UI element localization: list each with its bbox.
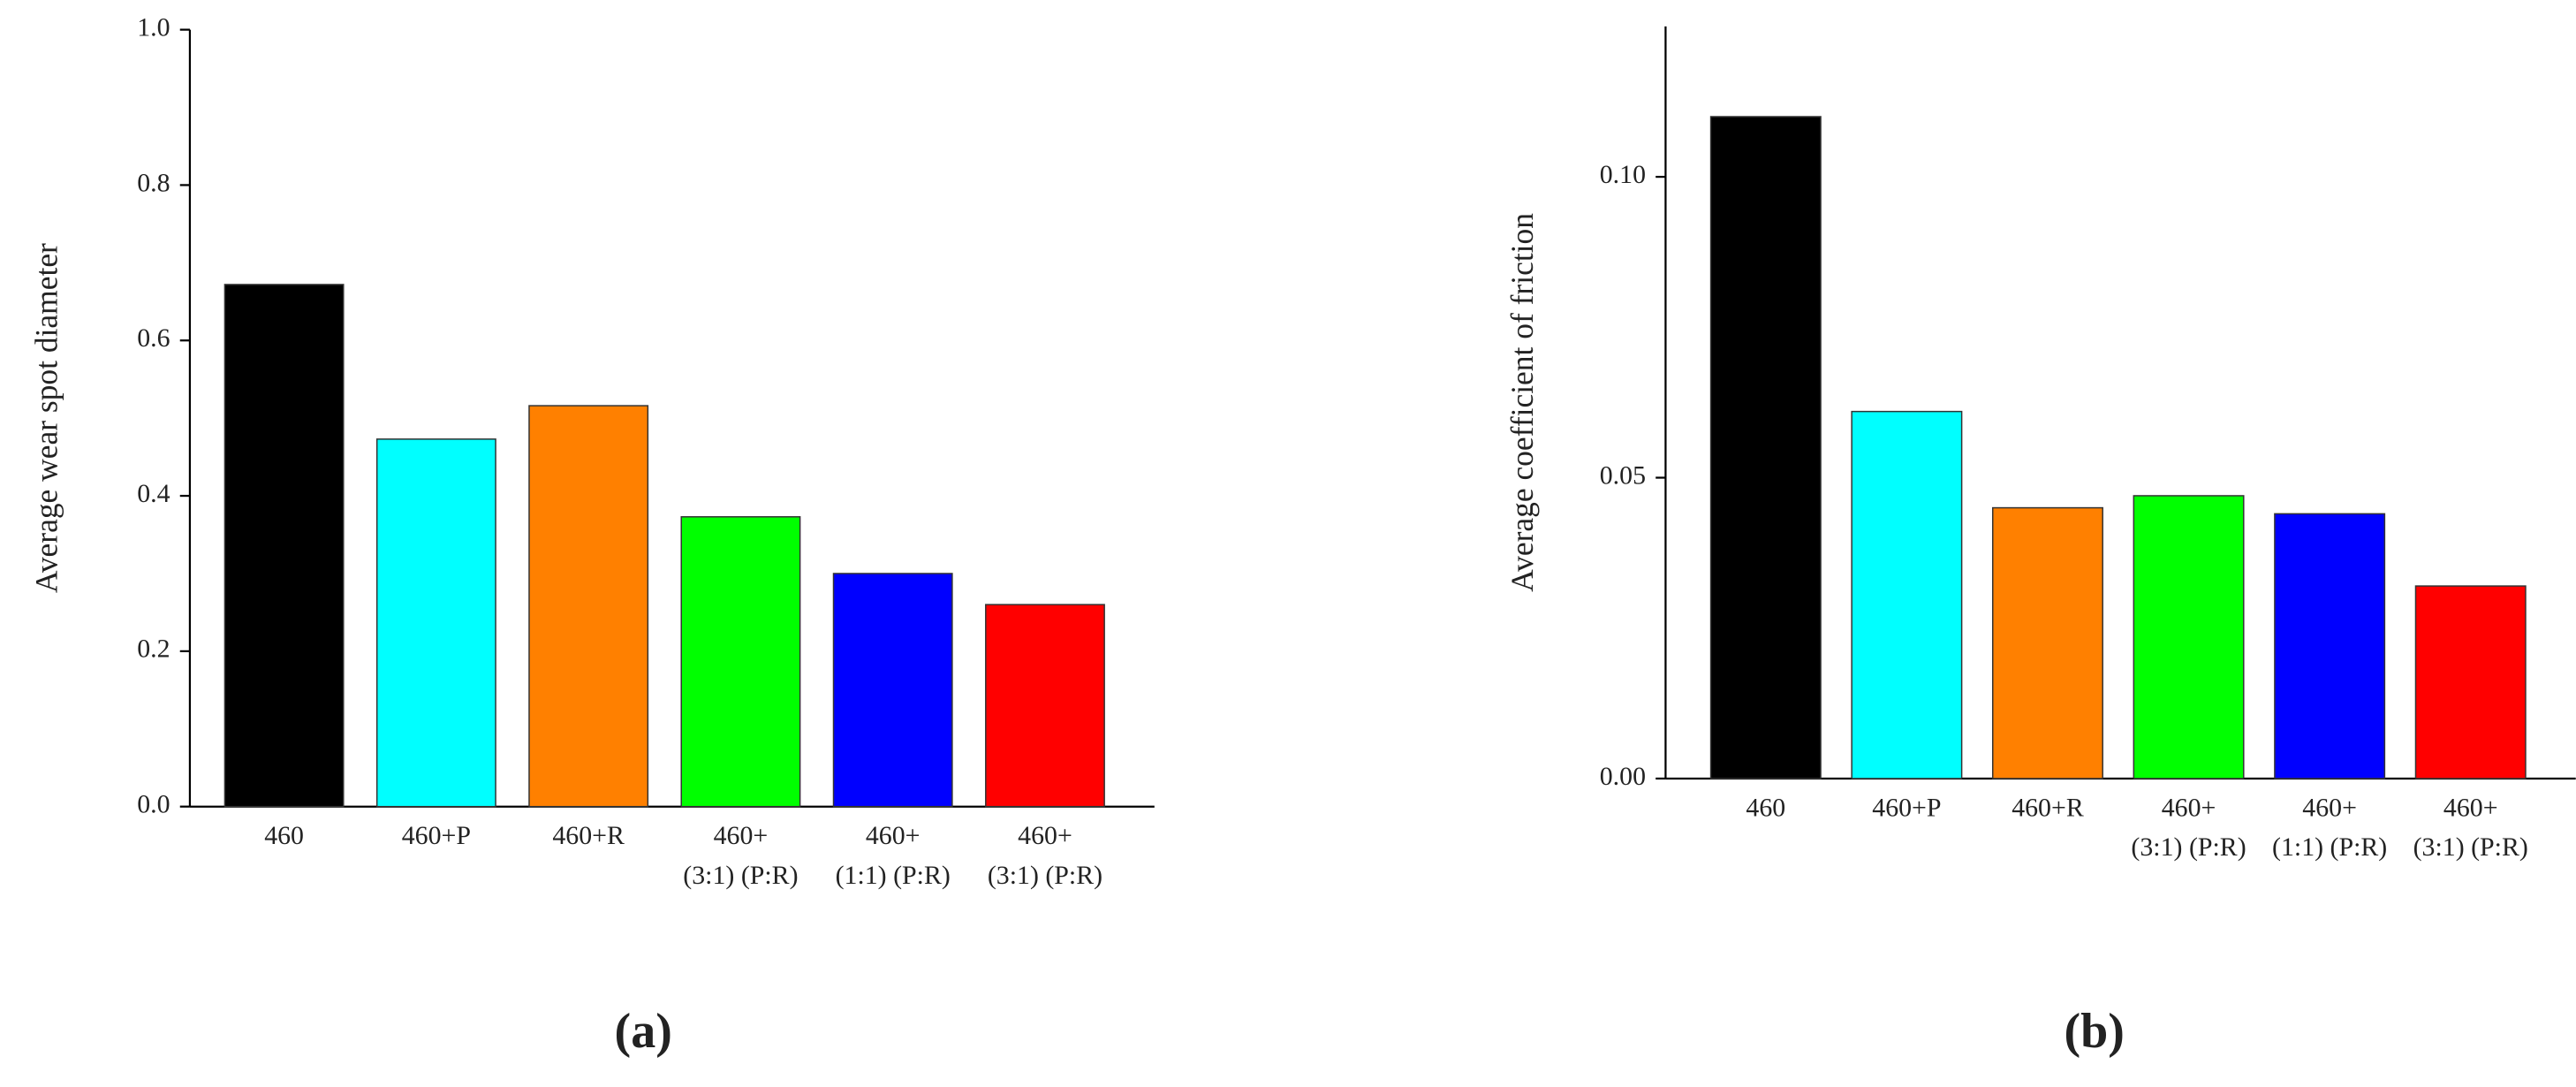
y-tick-label: 0.0 (137, 790, 170, 819)
y-tick-label: 0.6 (137, 323, 170, 353)
bar (2414, 585, 2527, 779)
y-tick-label: 0.4 (137, 479, 170, 508)
bar (528, 405, 649, 808)
bar (680, 516, 801, 808)
bar (224, 284, 345, 808)
bar (832, 573, 953, 808)
x-tick-label: 460+ (2302, 793, 2357, 822)
y-axis-label: Average coefficient of friction (1504, 213, 1540, 592)
x-tick-label: 460 (1746, 793, 1785, 822)
y-axis-label: Average wear spot diameter (28, 243, 64, 593)
y-tick-label: 0.10 (1600, 160, 1646, 189)
y-tick-label: 0.2 (137, 635, 170, 664)
x-tick-sublabel: (3:1) (P:R) (2131, 832, 2246, 862)
bar (1709, 116, 1822, 779)
x-tick-label: 460+ (2162, 793, 2216, 822)
panel-label: (a) (615, 1004, 672, 1059)
bar (1851, 410, 1963, 779)
x-tick-label: 460+ (866, 821, 921, 850)
panel-label: (b) (2064, 1004, 2124, 1059)
x-tick-label: 460+ (2443, 793, 2498, 822)
x-tick-sublabel: (3:1) (P:R) (988, 861, 1102, 890)
y-tick-label: 0.05 (1600, 460, 1646, 490)
x-tick-sublabel: (1:1) (P:R) (836, 861, 951, 890)
x-tick-label: 460 (264, 821, 304, 850)
x-tick-label: 460+P (402, 821, 471, 850)
x-tick-sublabel: (1:1) (P:R) (2272, 832, 2387, 862)
bar (2133, 495, 2245, 779)
x-tick-label: 460+R (552, 821, 625, 850)
bar (1991, 506, 2103, 779)
bar (375, 438, 496, 808)
x-tick-label: 460+ (714, 821, 769, 850)
x-tick-sublabel: (3:1) (P:R) (683, 861, 798, 890)
y-tick-label: 0.00 (1600, 762, 1646, 791)
bar (985, 604, 1105, 808)
y-tick-label: 0.8 (137, 168, 170, 197)
bar (2274, 513, 2386, 779)
y-tick-label: 1.0 (137, 12, 170, 42)
x-tick-label: 460+R (2012, 793, 2084, 822)
x-tick-label: 460+ (1018, 821, 1072, 850)
x-tick-sublabel: (3:1) (P:R) (2413, 832, 2528, 862)
x-tick-label: 460+P (1872, 793, 1941, 822)
